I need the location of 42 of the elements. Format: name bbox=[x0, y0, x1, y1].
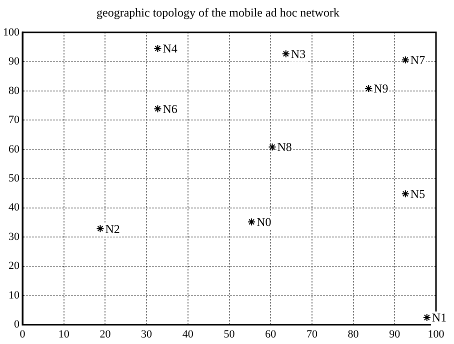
y-tick-label: 10 bbox=[8, 289, 20, 302]
y-tick-label: 0 bbox=[14, 318, 20, 331]
annotation: N7 bbox=[410, 53, 426, 68]
annotation: N8 bbox=[277, 140, 292, 154]
y-tick-label: 70 bbox=[8, 114, 20, 126]
point bbox=[154, 104, 162, 113]
chart-title: geographic topology of the mobile ad hoc network bbox=[96, 5, 340, 20]
x-tick-label: 90 bbox=[389, 328, 401, 340]
y-tick-label: 80 bbox=[8, 84, 20, 97]
annotation: N9 bbox=[374, 82, 388, 96]
annotation: N5 bbox=[410, 186, 426, 201]
annotation: N0 bbox=[256, 215, 272, 230]
point bbox=[154, 44, 162, 52]
y-tick-label: 60 bbox=[8, 143, 20, 156]
annotation: N2 bbox=[105, 222, 120, 236]
y-tick-label: 50 bbox=[8, 172, 20, 184]
y-tick-label: 100 bbox=[3, 26, 20, 38]
x-tick-label: 60 bbox=[265, 328, 277, 340]
x-tick-label: 30 bbox=[141, 328, 153, 340]
annotation: N6 bbox=[162, 102, 178, 116]
annotation: N3 bbox=[290, 46, 306, 61]
point bbox=[248, 218, 256, 226]
point bbox=[268, 143, 276, 152]
y-tick-label: 40 bbox=[8, 202, 20, 214]
x-tick-label: 70 bbox=[306, 328, 318, 340]
point bbox=[401, 190, 410, 198]
point bbox=[96, 224, 104, 233]
y-tick-label: 20 bbox=[8, 260, 20, 272]
point bbox=[282, 50, 290, 58]
x-tick-label: 40 bbox=[182, 328, 194, 340]
annotation: N1 bbox=[432, 310, 447, 325]
point bbox=[364, 84, 373, 93]
x-tick-label: 80 bbox=[348, 328, 360, 340]
x-tick-label: 100 bbox=[428, 328, 445, 340]
x-tick-label: 50 bbox=[224, 328, 236, 340]
annotation: N4 bbox=[162, 42, 178, 56]
y-tick-label: 30 bbox=[8, 230, 20, 243]
y-tick-label: 90 bbox=[8, 56, 20, 68]
x-tick-label: 10 bbox=[58, 328, 70, 340]
x-tick-label: 20 bbox=[100, 328, 112, 340]
point bbox=[422, 313, 431, 322]
point bbox=[401, 56, 410, 64]
